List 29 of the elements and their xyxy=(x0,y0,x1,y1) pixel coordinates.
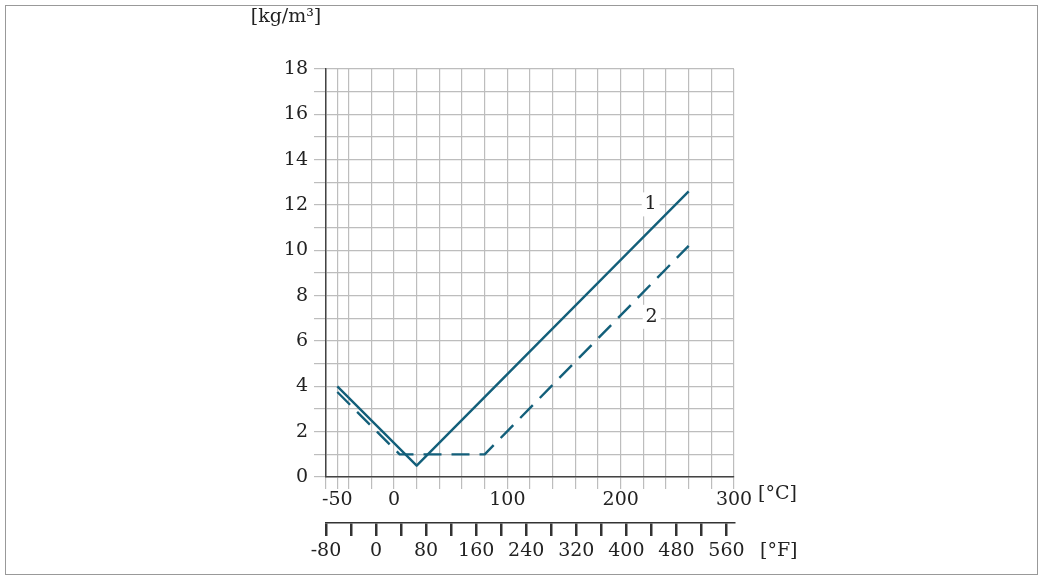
x2-tick-label: -80 xyxy=(310,538,342,561)
x2-tick-label: 80 xyxy=(414,538,439,561)
x-tick-label: -50 xyxy=(322,487,353,510)
y-tick-label: 4 xyxy=(295,373,308,396)
y-axis-title: [kg/m³] xyxy=(250,3,322,26)
x2-tick-label: 160 xyxy=(458,538,495,561)
x2-tick-label: 240 xyxy=(508,538,545,561)
y-tick-label: 18 xyxy=(283,55,308,78)
x-tick-label: 300 xyxy=(715,487,753,510)
y-tick-label: 2 xyxy=(295,418,308,441)
series-label: 1 xyxy=(644,191,657,214)
y-tick-label: 12 xyxy=(283,191,308,214)
x2-tick-label: 320 xyxy=(558,538,595,561)
y-tick-label: 0 xyxy=(295,463,308,486)
x-axis-title: [°C] xyxy=(758,480,797,503)
x2-tick-label: 400 xyxy=(608,538,645,561)
x2-tick-label: 560 xyxy=(708,538,745,561)
x-tick-label: 200 xyxy=(602,487,639,510)
series-label: 2 xyxy=(645,303,658,326)
y-tick-label: 10 xyxy=(283,237,308,260)
x2-axis-title: [°F] xyxy=(760,537,798,560)
y-tick-label: 16 xyxy=(283,101,308,124)
y-tick-label: 8 xyxy=(295,282,308,305)
x-tick-label: 100 xyxy=(489,487,526,510)
y-tick-label: 14 xyxy=(283,146,308,169)
x2-tick-label: 480 xyxy=(658,538,695,561)
y-tick-label: 6 xyxy=(295,327,308,350)
x2-tick-label: 0 xyxy=(370,538,383,561)
x-tick-label: 0 xyxy=(387,487,401,510)
